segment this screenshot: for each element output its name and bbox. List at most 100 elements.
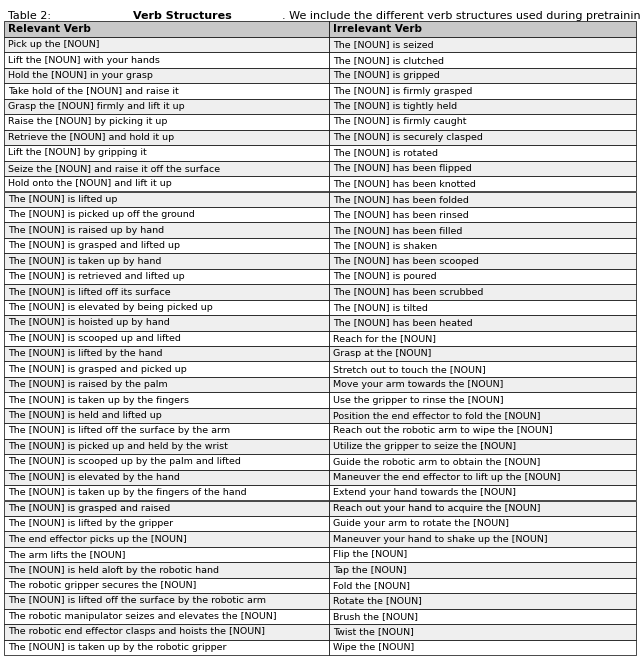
- Text: The [NOUN] is picked up off the ground: The [NOUN] is picked up off the ground: [8, 210, 195, 219]
- Bar: [4, 300, 330, 315]
- Text: Pick up the [NOUN]: Pick up the [NOUN]: [8, 40, 99, 49]
- Text: The [NOUN] is securely clasped: The [NOUN] is securely clasped: [333, 133, 483, 142]
- Bar: [4, 331, 330, 346]
- Bar: [4, 315, 330, 331]
- Text: Stretch out to touch the [NOUN]: Stretch out to touch the [NOUN]: [333, 364, 486, 374]
- Bar: [4, 639, 330, 655]
- Bar: [4, 408, 330, 423]
- Text: Position the end effector to fold the [NOUN]: Position the end effector to fold the [N…: [333, 411, 541, 420]
- Bar: [330, 408, 636, 423]
- Text: The [NOUN] is grasped and lifted up: The [NOUN] is grasped and lifted up: [8, 241, 180, 250]
- Text: The [NOUN] is elevated by being picked up: The [NOUN] is elevated by being picked u…: [8, 303, 212, 312]
- Text: Relevant Verb: Relevant Verb: [8, 24, 91, 34]
- Text: The [NOUN] is raised up by hand: The [NOUN] is raised up by hand: [8, 225, 164, 235]
- Text: The [NOUN] is taken up by the fingers: The [NOUN] is taken up by the fingers: [8, 395, 189, 405]
- Bar: [330, 485, 636, 500]
- Bar: [330, 377, 636, 392]
- Bar: [330, 639, 636, 655]
- Text: Utilize the gripper to seize the [NOUN]: Utilize the gripper to seize the [NOUN]: [333, 442, 516, 451]
- Bar: [330, 253, 636, 269]
- Bar: [330, 83, 636, 99]
- Text: The [NOUN] is taken up by the fingers of the hand: The [NOUN] is taken up by the fingers of…: [8, 488, 246, 498]
- Text: The [NOUN] has been flipped: The [NOUN] has been flipped: [333, 164, 472, 173]
- Text: Take hold of the [NOUN] and raise it: Take hold of the [NOUN] and raise it: [8, 86, 179, 96]
- Text: The [NOUN] is held and lifted up: The [NOUN] is held and lifted up: [8, 411, 162, 420]
- Text: Lift the [NOUN] with your hands: Lift the [NOUN] with your hands: [8, 55, 160, 65]
- Bar: [330, 500, 636, 516]
- Bar: [4, 207, 330, 222]
- Bar: [4, 53, 330, 68]
- Text: The robotic end effector clasps and hoists the [NOUN]: The robotic end effector clasps and hois…: [8, 627, 265, 637]
- Text: The robotic manipulator seizes and elevates the [NOUN]: The robotic manipulator seizes and eleva…: [8, 612, 276, 621]
- Bar: [330, 331, 636, 346]
- Bar: [4, 346, 330, 361]
- Text: The [NOUN] has been scooped: The [NOUN] has been scooped: [333, 256, 479, 266]
- Bar: [330, 130, 636, 145]
- Bar: [330, 53, 636, 68]
- Bar: [4, 99, 330, 114]
- Bar: [4, 624, 330, 639]
- Text: The [NOUN] is scooped up by the palm and lifted: The [NOUN] is scooped up by the palm and…: [8, 457, 241, 467]
- Bar: [4, 161, 330, 176]
- Bar: [330, 516, 636, 531]
- Bar: [4, 485, 330, 500]
- Bar: [4, 269, 330, 284]
- Text: The [NOUN] is retrieved and lifted up: The [NOUN] is retrieved and lifted up: [8, 272, 184, 281]
- Bar: [330, 238, 636, 253]
- Bar: [4, 238, 330, 253]
- Bar: [330, 207, 636, 222]
- Text: Verb Structures: Verb Structures: [132, 11, 232, 21]
- Bar: [330, 470, 636, 485]
- Text: Reach out your hand to acquire the [NOUN]: Reach out your hand to acquire the [NOUN…: [333, 503, 541, 513]
- Text: Hold onto the [NOUN] and lift it up: Hold onto the [NOUN] and lift it up: [8, 179, 172, 188]
- Text: Move your arm towards the [NOUN]: Move your arm towards the [NOUN]: [333, 380, 504, 389]
- Bar: [330, 624, 636, 639]
- Text: The [NOUN] is tilted: The [NOUN] is tilted: [333, 303, 428, 312]
- Bar: [330, 99, 636, 114]
- Text: Reach out the robotic arm to wipe the [NOUN]: Reach out the robotic arm to wipe the [N…: [333, 426, 553, 436]
- Bar: [330, 114, 636, 130]
- Text: The [NOUN] is taken up by hand: The [NOUN] is taken up by hand: [8, 256, 161, 266]
- Text: The [NOUN] is lifted off the surface by the robotic arm: The [NOUN] is lifted off the surface by …: [8, 596, 266, 606]
- Bar: [330, 269, 636, 284]
- Bar: [330, 439, 636, 454]
- Text: Guide your arm to rotate the [NOUN]: Guide your arm to rotate the [NOUN]: [333, 519, 509, 528]
- Bar: [330, 578, 636, 593]
- Bar: [330, 37, 636, 53]
- Text: Brush the [NOUN]: Brush the [NOUN]: [333, 612, 419, 621]
- Text: Table 2:: Table 2:: [8, 11, 54, 21]
- Text: The [NOUN] has been rinsed: The [NOUN] has been rinsed: [333, 210, 469, 219]
- Bar: [330, 531, 636, 547]
- Text: The [NOUN] is grasped and raised: The [NOUN] is grasped and raised: [8, 503, 170, 513]
- Bar: [4, 114, 330, 130]
- Text: Flip the [NOUN]: Flip the [NOUN]: [333, 550, 408, 559]
- Bar: [330, 547, 636, 562]
- Text: The [NOUN] is tightly held: The [NOUN] is tightly held: [333, 102, 458, 111]
- Text: The [NOUN] is lifted by the hand: The [NOUN] is lifted by the hand: [8, 349, 163, 358]
- Bar: [4, 531, 330, 547]
- Bar: [4, 192, 330, 207]
- Bar: [4, 439, 330, 454]
- Text: Extend your hand towards the [NOUN]: Extend your hand towards the [NOUN]: [333, 488, 516, 498]
- Bar: [330, 346, 636, 361]
- Bar: [4, 83, 330, 99]
- Bar: [330, 176, 636, 192]
- Text: Reach for the [NOUN]: Reach for the [NOUN]: [333, 333, 436, 343]
- Bar: [4, 253, 330, 269]
- Bar: [330, 423, 636, 439]
- Bar: [4, 37, 330, 53]
- Text: Fold the [NOUN]: Fold the [NOUN]: [333, 581, 410, 590]
- Text: The [NOUN] is seized: The [NOUN] is seized: [333, 40, 434, 49]
- Text: The [NOUN] is raised by the palm: The [NOUN] is raised by the palm: [8, 380, 168, 389]
- Text: The [NOUN] is held aloft by the robotic hand: The [NOUN] is held aloft by the robotic …: [8, 565, 219, 575]
- Text: The [NOUN] is elevated by the hand: The [NOUN] is elevated by the hand: [8, 473, 180, 482]
- Bar: [330, 68, 636, 83]
- Text: Tap the [NOUN]: Tap the [NOUN]: [333, 565, 407, 575]
- Bar: [330, 593, 636, 609]
- Bar: [330, 454, 636, 470]
- Bar: [4, 145, 330, 161]
- Bar: [4, 516, 330, 531]
- Text: Maneuver your hand to shake up the [NOUN]: Maneuver your hand to shake up the [NOUN…: [333, 534, 548, 544]
- Text: Guide the robotic arm to obtain the [NOUN]: Guide the robotic arm to obtain the [NOU…: [333, 457, 541, 467]
- Text: The robotic gripper secures the [NOUN]: The robotic gripper secures the [NOUN]: [8, 581, 196, 590]
